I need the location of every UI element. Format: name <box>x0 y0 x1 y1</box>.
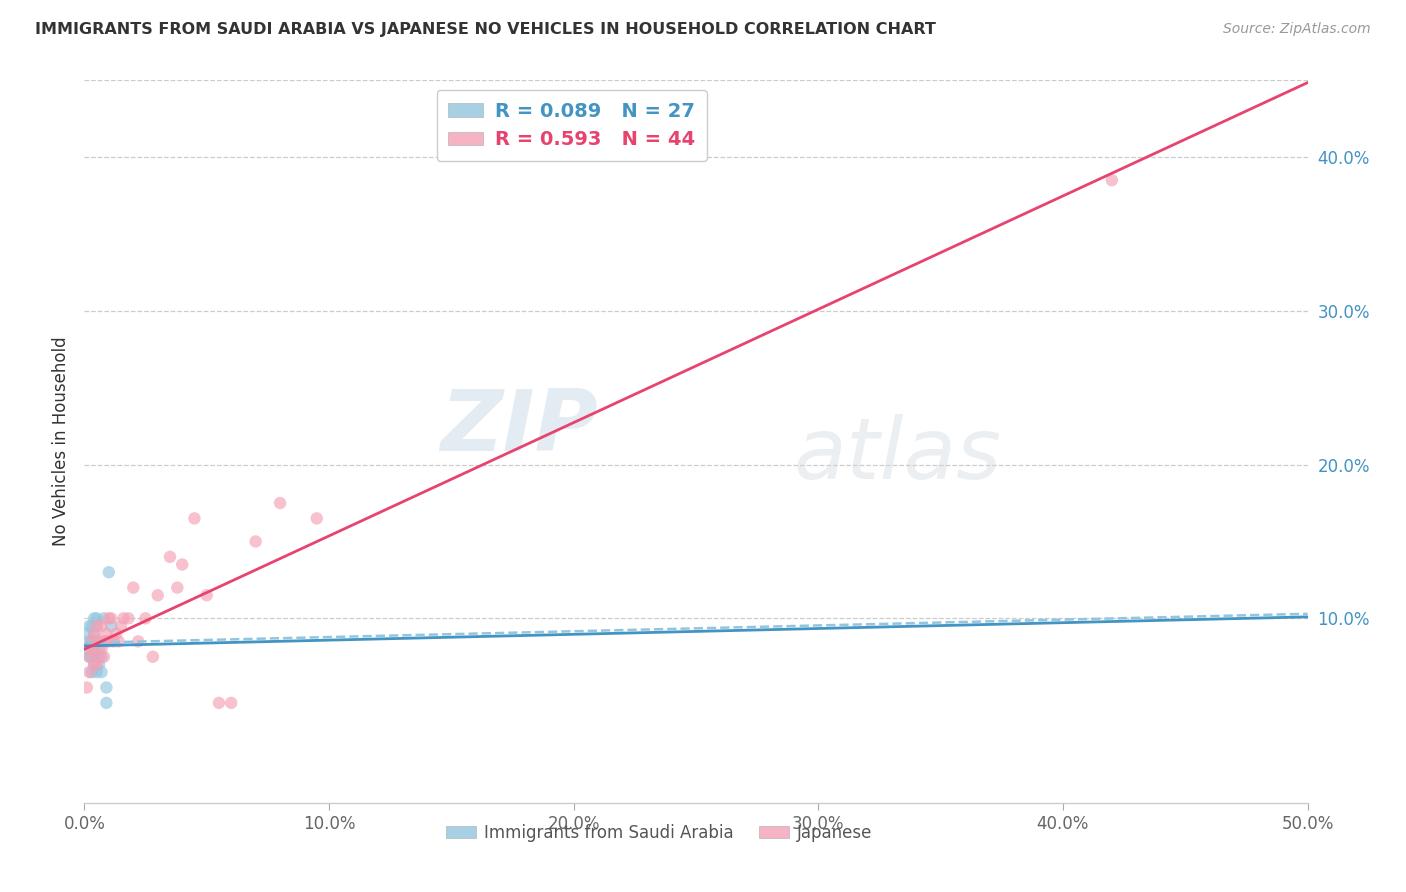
Point <box>183 511 205 525</box>
Point <box>80 634 103 648</box>
Point <box>86 657 108 672</box>
Point <box>86 634 108 648</box>
Point <box>86 619 108 633</box>
Point <box>86 611 108 625</box>
Point <box>76 642 98 657</box>
Point <box>142 649 165 664</box>
Point <box>80 649 103 664</box>
Point <box>93 634 115 648</box>
Point <box>110 619 132 633</box>
Point <box>195 588 218 602</box>
Point <box>219 696 242 710</box>
Point <box>90 619 112 633</box>
Point <box>96 696 118 710</box>
Point <box>77 634 100 648</box>
Point <box>96 634 118 648</box>
Point <box>76 626 98 640</box>
Point <box>80 665 103 680</box>
Point <box>83 626 105 640</box>
Point <box>105 626 128 640</box>
Point <box>93 611 115 625</box>
Point <box>1101 173 1123 187</box>
Point <box>97 634 120 648</box>
Point <box>77 649 100 664</box>
Point <box>245 534 267 549</box>
Point <box>100 619 122 633</box>
Point <box>80 634 103 648</box>
Point <box>80 619 103 633</box>
Point <box>208 696 231 710</box>
Point <box>96 626 118 640</box>
Point <box>127 634 149 648</box>
Point <box>305 511 328 525</box>
Point <box>90 642 112 657</box>
Point <box>77 619 100 633</box>
Point <box>122 581 145 595</box>
Point <box>90 649 112 664</box>
Point <box>77 665 100 680</box>
Point <box>83 657 105 672</box>
Point <box>83 611 105 625</box>
Point <box>97 565 120 579</box>
Point <box>166 581 188 595</box>
Point <box>83 642 105 657</box>
Text: atlas: atlas <box>794 415 1002 498</box>
Point <box>103 634 125 648</box>
Point <box>135 611 157 625</box>
Point <box>86 619 108 633</box>
Point <box>83 626 105 640</box>
Y-axis label: No Vehicles in Household: No Vehicles in Household <box>52 336 70 547</box>
Point <box>83 642 105 657</box>
Point <box>107 634 129 648</box>
Point <box>90 665 112 680</box>
Point <box>86 634 108 648</box>
Point <box>76 681 98 695</box>
Point <box>87 657 110 672</box>
Point <box>112 611 135 625</box>
Point <box>83 657 105 672</box>
Point <box>86 649 108 664</box>
Point <box>100 611 122 625</box>
Point <box>269 496 291 510</box>
Point <box>172 558 194 572</box>
Point <box>117 611 139 625</box>
Point <box>146 588 169 602</box>
Point <box>93 649 115 664</box>
Point <box>87 642 110 657</box>
Point <box>97 611 120 625</box>
Point <box>77 649 100 664</box>
Text: Source: ZipAtlas.com: Source: ZipAtlas.com <box>1223 22 1371 37</box>
Point <box>87 649 110 664</box>
Legend: Immigrants from Saudi Arabia, Japanese: Immigrants from Saudi Arabia, Japanese <box>439 817 879 848</box>
Point <box>87 634 110 648</box>
Point <box>159 549 181 564</box>
Point <box>80 642 103 657</box>
Text: ZIP: ZIP <box>440 385 598 468</box>
Text: IMMIGRANTS FROM SAUDI ARABIA VS JAPANESE NO VEHICLES IN HOUSEHOLD CORRELATION CH: IMMIGRANTS FROM SAUDI ARABIA VS JAPANESE… <box>35 22 936 37</box>
Point <box>96 681 118 695</box>
Point <box>86 665 108 680</box>
